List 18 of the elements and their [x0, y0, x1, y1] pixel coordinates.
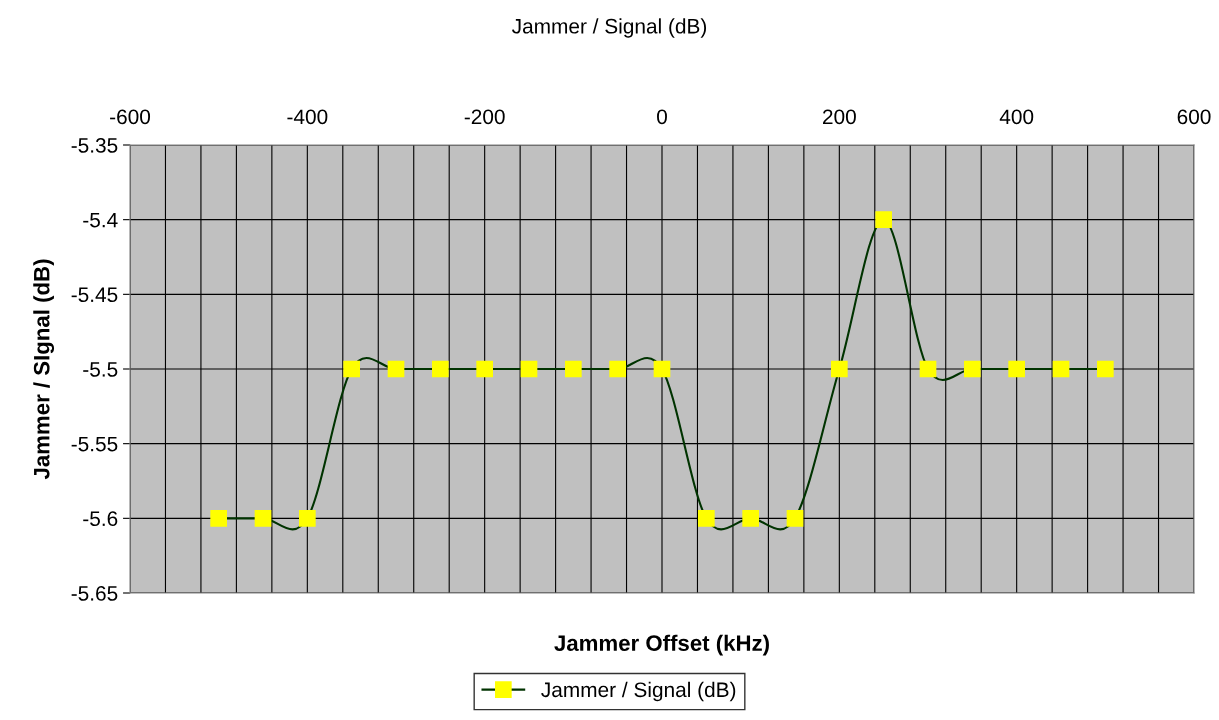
x-tick-label: -200 — [464, 109, 505, 125]
x-tick-label: -600 — [110, 109, 151, 125]
x-tick-label: 400 — [999, 109, 1034, 125]
x-axis-title: Jammer Offset (kHz) — [554, 634, 769, 656]
x-tick-label: 200 — [823, 109, 856, 125]
x-tick-label: 0 — [657, 109, 667, 125]
y-tick-label: -5.65 — [71, 586, 118, 601]
y-tick-label: -5.6 — [83, 511, 118, 527]
legend-label: Jammer / Signal (dB) — [541, 681, 736, 702]
x-tick-label: -400 — [287, 109, 328, 125]
chart-title: Jammer / Signal (dB) — [512, 18, 707, 38]
y-tick-label: -5.5 — [83, 362, 118, 377]
y-tick-label: -5.4 — [83, 212, 118, 228]
y-axis-title: Jammer / SIgnal (dB) — [33, 259, 55, 480]
x-tick-label: 600 — [1177, 109, 1211, 125]
y-tick-label: -5.35 — [71, 138, 118, 153]
y-tick-label: -5.55 — [71, 436, 118, 452]
y-tick-label: -5.45 — [71, 287, 118, 303]
